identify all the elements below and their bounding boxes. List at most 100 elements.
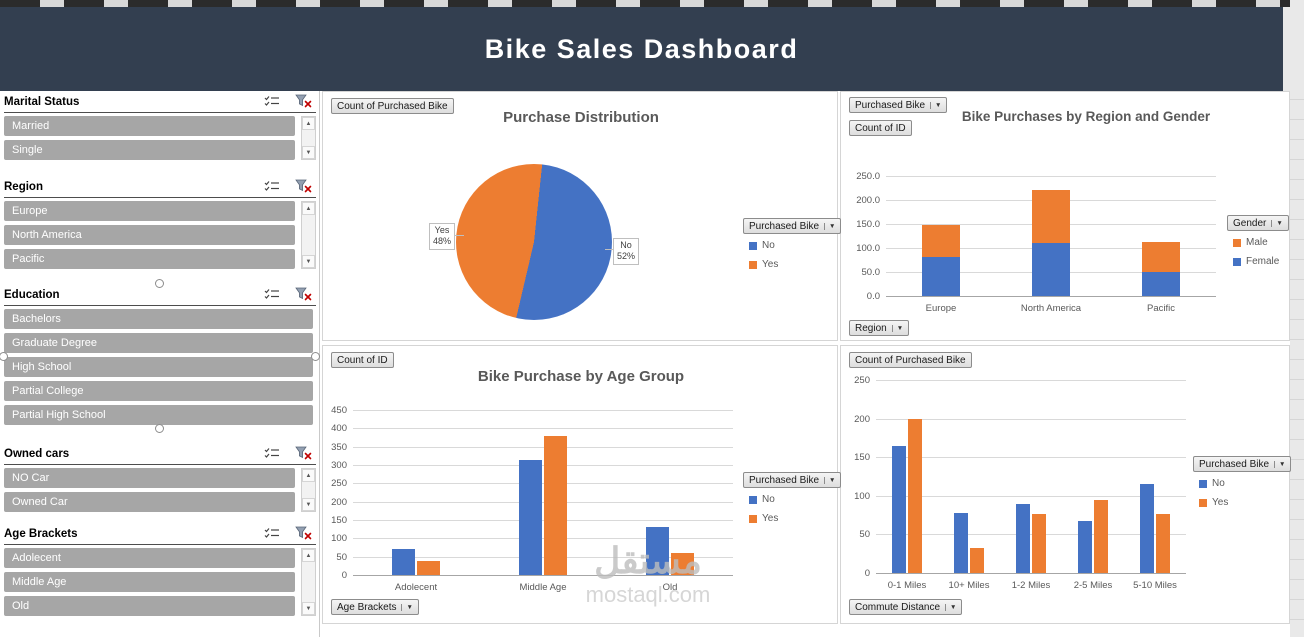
slicer-scrollbar[interactable]: ▲ ▼: [301, 201, 316, 269]
dashboard-title-bar: Bike Sales Dashboard: [0, 7, 1283, 91]
scroll-down-arrow[interactable]: ▼: [302, 146, 315, 159]
gridline: [353, 483, 733, 484]
multi-select-icon[interactable]: [261, 93, 283, 109]
legend-label: No: [762, 494, 775, 505]
gridline: [876, 496, 1186, 497]
resize-handle[interactable]: [311, 351, 320, 361]
slicer-item[interactable]: Partial College: [4, 381, 313, 401]
slicer-item[interactable]: Graduate Degree: [4, 333, 313, 353]
legend-swatch-male: [1233, 238, 1241, 247]
y-axis-tick-label: 200.0: [856, 195, 880, 206]
y-axis-tick-label: 100: [854, 491, 870, 502]
legend-label: Female: [1246, 256, 1280, 267]
bar-yes: [908, 419, 922, 573]
resize-handle[interactable]: [155, 424, 164, 433]
legend-field-button[interactable]: Purchased Bike ▼: [743, 218, 842, 234]
field-button-label: Count of Purchased Bike: [337, 100, 448, 112]
dropdown-arrow-icon: ▼: [824, 476, 835, 484]
slicer-education: Education Bachelors Graduate Degree High Sc…: [0, 279, 320, 433]
axis-field-button[interactable]: Region ▼: [849, 320, 910, 336]
pivot-field-button[interactable]: Count of ID: [331, 352, 394, 368]
y-axis-tick-label: 150: [854, 452, 870, 463]
slicer-item[interactable]: Partial High School: [4, 405, 313, 425]
gridline: [353, 502, 733, 503]
pivot-field-button[interactable]: Count of Purchased Bike: [849, 352, 972, 368]
bar-yes: [1094, 500, 1108, 573]
pivot-field-button[interactable]: Purchased Bike ▼: [849, 97, 948, 113]
callout-value: 52%: [617, 251, 636, 262]
y-axis-tick-label: 350: [331, 442, 347, 453]
scroll-down-arrow[interactable]: ▼: [302, 602, 315, 615]
scroll-up-arrow[interactable]: ▲: [302, 549, 315, 562]
slicer-item[interactable]: Bachelors: [4, 309, 313, 329]
slicer-region: Region Europe North America Pacific ▲ ▼: [4, 176, 316, 273]
x-axis-category-label: North America: [1020, 303, 1082, 314]
scroll-up-arrow[interactable]: ▲: [302, 202, 315, 215]
slicer-item[interactable]: Middle Age: [4, 572, 295, 592]
legend-field-button[interactable]: Purchased Bike ▼: [743, 472, 842, 488]
field-button-label: Count of Purchased Bike: [855, 354, 966, 366]
bar-no: [1140, 484, 1154, 573]
bar-no: [1016, 504, 1030, 573]
slicer-header: Education: [4, 284, 316, 306]
slicer-header: Owned cars: [4, 443, 316, 465]
x-axis-line: [886, 296, 1216, 297]
slicer-item[interactable]: Europe: [4, 201, 295, 221]
slicer-item[interactable]: NO Car: [4, 468, 295, 488]
field-button-label: Purchased Bike: [855, 99, 926, 111]
slicer-scrollbar[interactable]: ▲ ▼: [301, 468, 316, 512]
y-axis-tick-label: 200: [854, 414, 870, 425]
slicer-item[interactable]: High School: [4, 357, 313, 377]
pivot-field-button[interactable]: Count of ID: [849, 120, 912, 136]
clear-filter-icon[interactable]: [292, 525, 314, 541]
scroll-up-arrow[interactable]: ▲: [302, 469, 315, 482]
x-axis-category-label: Middle Age: [519, 582, 567, 593]
legend-swatch-no: [1199, 479, 1207, 488]
legend-field-button[interactable]: Gender ▼: [1227, 215, 1289, 231]
legend-label: Yes: [762, 259, 779, 270]
y-axis-tick-label: 0: [341, 570, 347, 581]
legend-swatch-no: [749, 241, 757, 250]
data-label-callout: No 52%: [613, 238, 640, 265]
pivot-field-button[interactable]: Count of Purchased Bike: [331, 98, 454, 114]
slicer-scrollbar[interactable]: ▲ ▼: [301, 116, 316, 160]
bar-yes: [544, 436, 567, 575]
axis-field-button[interactable]: Commute Distance ▼: [849, 599, 963, 615]
y-axis-tick-label: 150.0: [856, 219, 880, 230]
legend-field-button[interactable]: Purchased Bike ▼: [1193, 456, 1292, 472]
resize-handle[interactable]: [0, 351, 8, 361]
slicer-item[interactable]: Single: [4, 140, 295, 160]
clear-filter-icon[interactable]: [292, 93, 314, 109]
y-axis-tick-label: 200: [331, 497, 347, 508]
slicer-item[interactable]: Owned Car: [4, 492, 295, 512]
multi-select-icon[interactable]: [261, 286, 283, 302]
scroll-down-arrow[interactable]: ▼: [302, 255, 315, 268]
slicer-item[interactable]: Old: [4, 596, 295, 616]
scroll-down-arrow[interactable]: ▼: [302, 498, 315, 511]
gridline: [353, 557, 733, 558]
y-axis-tick-label: 250.0: [856, 171, 880, 182]
scroll-up-arrow[interactable]: ▲: [302, 117, 315, 130]
dropdown-arrow-icon: ▼: [1274, 460, 1285, 468]
gridline: [353, 465, 733, 466]
slicer-item[interactable]: Pacific: [4, 249, 295, 269]
field-button-label: Purchased Bike: [749, 474, 820, 486]
legend-item: Yes: [749, 513, 778, 524]
legend-swatch-yes: [749, 514, 757, 523]
clear-filter-icon[interactable]: [292, 286, 314, 302]
multi-select-icon[interactable]: [261, 178, 283, 194]
multi-select-icon[interactable]: [261, 525, 283, 541]
dropdown-arrow-icon: ▼: [930, 101, 941, 109]
clear-filter-icon[interactable]: [292, 445, 314, 461]
slicer-item[interactable]: North America: [4, 225, 295, 245]
legend-label: Yes: [1212, 497, 1229, 508]
resize-handle[interactable]: [155, 279, 164, 288]
slicer-item[interactable]: Adolecent: [4, 548, 295, 568]
multi-select-icon[interactable]: [261, 445, 283, 461]
slicer-item[interactable]: Married: [4, 116, 295, 136]
axis-field-button[interactable]: Age Brackets ▼: [331, 599, 419, 615]
slicer-scrollbar[interactable]: ▲ ▼: [301, 548, 316, 616]
clear-filter-icon[interactable]: [292, 178, 314, 194]
chart-panel-commute-distance: Count of Purchased Bike 0 50 100 150 200 250 0-…: [840, 345, 1292, 624]
x-axis-category-label: Pacific: [1147, 303, 1175, 314]
